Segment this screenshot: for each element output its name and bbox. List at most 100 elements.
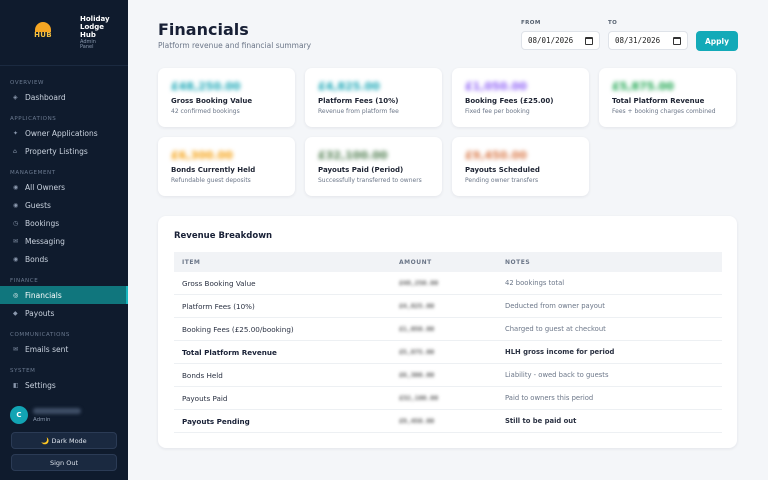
stat-label: Booking Fees (£25.00) bbox=[465, 97, 554, 105]
stat-label: Payouts Paid (Period) bbox=[318, 166, 404, 174]
guest-icon: ◉ bbox=[13, 201, 19, 209]
sidebar-item-all-owners[interactable]: ◉ All Owners bbox=[13, 182, 66, 192]
stat-card: £48,250.00 Gross Booking Value 42 confirme… bbox=[158, 68, 295, 127]
row-item: Bonds Held bbox=[182, 370, 223, 380]
panel-title: Revenue Breakdown bbox=[174, 231, 273, 241]
sidebar-item-settings[interactable]: ◧ Settings bbox=[13, 380, 56, 390]
sidebar-item-guests[interactable]: ◉ Guests bbox=[13, 200, 51, 210]
logo-text: HUB bbox=[34, 30, 52, 39]
sparkle-icon: ✦ bbox=[13, 129, 19, 137]
from-label: FROM bbox=[521, 20, 541, 26]
section-finance: FINANCE bbox=[10, 278, 39, 284]
sidebar: HUB Holiday Lodge Hub Admin Panel OVERVI… bbox=[0, 0, 128, 480]
section-overview: OVERVIEW bbox=[10, 80, 45, 86]
sign-out-button[interactable]: Sign Out bbox=[11, 454, 117, 471]
bond-icon: ◉ bbox=[13, 255, 19, 263]
grid-icon: ◈ bbox=[13, 93, 18, 101]
row-item: Gross Booking Value bbox=[182, 278, 256, 288]
stat-card: £4,825.00 Platform Fees (10%) Revenue from… bbox=[305, 68, 442, 127]
dark-mode-button[interactable]: 🌙 Dark Mode bbox=[11, 432, 117, 449]
section-communications: COMMUNICATIONS bbox=[10, 332, 70, 338]
row-item: Booking Fees (£25.00/booking) bbox=[182, 324, 294, 334]
stat-sub: Revenue from platform fee bbox=[318, 108, 399, 115]
stat-label: Gross Booking Value bbox=[171, 97, 253, 105]
sidebar-item-dashboard[interactable]: ◈ Dashboard bbox=[13, 92, 66, 102]
stat-label: Platform Fees (10%) bbox=[318, 97, 399, 105]
row-amount: £6,300.00 bbox=[399, 371, 435, 379]
table-row: Bonds Held £6,300.00 Liability - owed back… bbox=[174, 364, 722, 387]
stat-sub: 42 confirmed bookings bbox=[171, 108, 240, 115]
stat-card: £5,875.00 Total Platform Revenue Fees + bo… bbox=[599, 68, 736, 127]
apply-button[interactable]: Apply bbox=[696, 31, 738, 51]
sidebar-item-financials[interactable]: ◎ Financials bbox=[0, 286, 128, 304]
calendar-icon[interactable] bbox=[673, 37, 681, 45]
calendar-icon[interactable] bbox=[585, 37, 593, 45]
diamond-icon: ◆ bbox=[13, 309, 18, 317]
stat-card: £32,100.00 Payouts Paid (Period) Successfu… bbox=[305, 137, 442, 196]
users-icon: ◉ bbox=[13, 183, 19, 191]
section-applications: APPLICATIONS bbox=[10, 116, 57, 122]
row-amount: £1,050.00 bbox=[399, 325, 435, 333]
stat-sub: Pending owner transfers bbox=[465, 177, 539, 184]
sidebar-item-messaging[interactable]: ✉ Messaging bbox=[13, 236, 65, 246]
stat-sub: Refundable guest deposits bbox=[171, 177, 251, 184]
table-row: Payouts Paid £32,100.00 Paid to owners thi… bbox=[174, 387, 722, 410]
stat-value: £5,875.00 bbox=[612, 80, 674, 93]
logo[interactable]: HUB bbox=[30, 20, 56, 46]
table-row: Total Platform Revenue £5,875.00 HLH gross… bbox=[174, 341, 722, 364]
stat-card: £6,300.00 Bonds Currently Held Refundable … bbox=[158, 137, 295, 196]
revenue-breakdown-panel: Revenue Breakdown ITEM AMOUNT NOTES Gros… bbox=[158, 216, 737, 448]
stat-value: £4,825.00 bbox=[318, 80, 380, 93]
row-notes: HLH gross income for period bbox=[505, 348, 615, 356]
row-notes: Liability - owed back to guests bbox=[505, 371, 609, 379]
row-notes: Paid to owners this period bbox=[505, 394, 594, 402]
user-role: Admin bbox=[33, 416, 51, 423]
sidebar-item-bonds[interactable]: ◉ Bonds bbox=[13, 254, 49, 264]
table-row: Gross Booking Value £48,250.00 42 bookings… bbox=[174, 272, 722, 295]
envelope-icon: ✉ bbox=[13, 345, 19, 353]
row-notes: Deducted from owner payout bbox=[505, 302, 605, 310]
col-item: ITEM bbox=[182, 258, 201, 266]
user-profile[interactable]: C Admin bbox=[10, 406, 81, 424]
section-management: MANAGEMENT bbox=[10, 170, 56, 176]
row-notes: Still to be paid out bbox=[505, 417, 577, 425]
table-row: Payouts Pending £9,450.00 Still to be paid… bbox=[174, 410, 722, 433]
breakdown-table: ITEM AMOUNT NOTES Gross Booking Value £48… bbox=[174, 252, 722, 433]
row-item: Payouts Paid bbox=[182, 393, 228, 403]
table-row: Booking Fees (£25.00/booking) £1,050.00 Ch… bbox=[174, 318, 722, 341]
table-header: ITEM AMOUNT NOTES bbox=[174, 252, 722, 272]
table-row: Platform Fees (10%) £4,825.00 Deducted fro… bbox=[174, 295, 722, 318]
stat-label: Payouts Scheduled bbox=[465, 166, 540, 174]
stat-label: Total Platform Revenue bbox=[612, 97, 705, 105]
row-item: Total Platform Revenue bbox=[182, 347, 277, 357]
stat-value: £32,100.00 bbox=[318, 149, 388, 162]
home-icon: ⌂ bbox=[13, 147, 17, 155]
main-content: Financials Platform revenue and financia… bbox=[128, 0, 768, 480]
sidebar-item-property-listings[interactable]: ⌂ Property Listings bbox=[13, 146, 88, 156]
sidebar-item-bookings[interactable]: ◷ Bookings bbox=[13, 218, 60, 228]
page-title: Financials bbox=[158, 20, 249, 39]
to-date-input[interactable]: 08/31/2026 bbox=[608, 31, 688, 50]
stat-value: £6,300.00 bbox=[171, 149, 233, 162]
row-amount: £32,100.00 bbox=[399, 394, 439, 402]
brand-sub: Admin Panel bbox=[80, 38, 96, 51]
row-item: Platform Fees (10%) bbox=[182, 301, 255, 311]
stat-sub: Fees + booking charges combined bbox=[612, 108, 716, 115]
stat-value: £1,050.00 bbox=[465, 80, 527, 93]
brand-name: Holiday Lodge Hub bbox=[80, 14, 110, 40]
sidebar-item-owner-applications[interactable]: ✦ Owner Applications bbox=[13, 128, 98, 138]
from-date-input[interactable]: 08/01/2026 bbox=[521, 31, 600, 50]
row-amount: £5,875.00 bbox=[399, 348, 435, 356]
row-amount: £4,825.00 bbox=[399, 302, 435, 310]
page-subtitle: Platform revenue and financial summary bbox=[158, 41, 312, 50]
stat-sub: Fixed fee per booking bbox=[465, 108, 530, 115]
stat-sub: Successfully transferred to owners bbox=[318, 177, 422, 184]
sidebar-item-emails-sent[interactable]: ✉ Emails sent bbox=[13, 344, 69, 354]
stat-value: £48,250.00 bbox=[171, 80, 241, 93]
settings-icon: ◧ bbox=[13, 381, 19, 389]
sidebar-item-payouts[interactable]: ◆ Payouts bbox=[13, 308, 55, 318]
row-amount: £9,450.00 bbox=[399, 417, 435, 425]
row-amount: £48,250.00 bbox=[399, 279, 439, 287]
stat-card: £1,050.00 Booking Fees (£25.00) Fixed fee … bbox=[452, 68, 589, 127]
row-notes: 42 bookings total bbox=[505, 279, 565, 287]
